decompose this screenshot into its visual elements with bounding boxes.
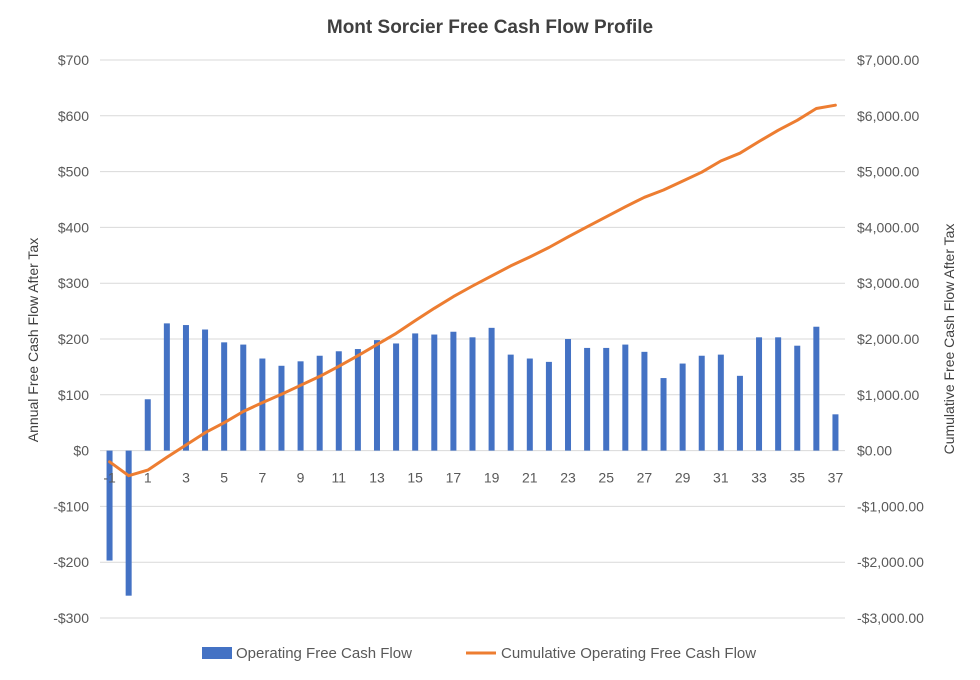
bar-31 xyxy=(717,354,724,451)
bar-4 xyxy=(202,329,209,451)
bar-17 xyxy=(450,331,457,451)
bar-5 xyxy=(221,342,228,451)
x-tick-label: 31 xyxy=(713,470,729,486)
bar-25 xyxy=(603,347,610,451)
legend: Operating Free Cash Flow Cumulative Oper… xyxy=(202,645,756,662)
x-tick-label: 13 xyxy=(369,470,385,486)
bar-15 xyxy=(412,333,419,451)
chart-title: Mont Sorcier Free Cash Flow Profile xyxy=(327,17,653,38)
bar-34 xyxy=(775,337,782,451)
right-tick-label: -$2,000.00 xyxy=(857,554,924,570)
right-tick-label: $1,000.00 xyxy=(857,387,919,403)
bar-8 xyxy=(278,365,285,451)
bar-9 xyxy=(297,361,304,451)
left-tick-label: $200 xyxy=(58,331,89,347)
left-tick-label: -$200 xyxy=(53,554,89,570)
x-axis-ticks: -1 1 3 5 7 9 11 13 15 17 19 21 23 25 27 29 31 33 35 37 xyxy=(103,470,843,486)
x-tick-label: 11 xyxy=(332,470,347,486)
left-axis-title: Annual Free Cash Flow After Tax xyxy=(25,238,41,442)
right-tick-label: $4,000.00 xyxy=(857,219,919,235)
bar-22 xyxy=(545,361,552,451)
right-tick-label: $5,000.00 xyxy=(857,164,919,180)
left-tick-label: $100 xyxy=(58,387,89,403)
right-tick-label: -$3,000.00 xyxy=(857,610,924,626)
x-tick-label: 15 xyxy=(407,470,423,486)
bar-16 xyxy=(431,334,438,451)
x-tick-label: -1 xyxy=(103,470,116,486)
x-tick-label: 7 xyxy=(258,470,266,486)
right-axis-title: Cumulative Free Cash Flow After Tax xyxy=(941,224,957,455)
right-tick-label: $6,000.00 xyxy=(857,108,919,124)
bar-35 xyxy=(794,345,801,451)
legend-bar-label: Operating Free Cash Flow xyxy=(236,645,412,662)
bar-21 xyxy=(526,358,533,451)
bar-23 xyxy=(565,339,572,451)
x-tick-label: 9 xyxy=(297,470,305,486)
left-tick-label: $500 xyxy=(58,164,89,180)
left-axis-ticks: $700 $600 $500 $400 $300 $200 $100 $0 -$100 -$200… xyxy=(53,52,89,626)
left-tick-label: $0 xyxy=(73,443,89,459)
bar-13 xyxy=(373,340,380,451)
bar-3 xyxy=(182,325,189,451)
bar-27 xyxy=(641,351,648,451)
legend-line-label: Cumulative Operating Free Cash Flow xyxy=(501,645,756,662)
bar-19 xyxy=(488,327,495,451)
bar-37 xyxy=(832,414,839,451)
bar-1 xyxy=(144,399,151,451)
bar-26 xyxy=(622,344,629,451)
x-tick-label: 5 xyxy=(220,470,228,486)
bar-33 xyxy=(756,337,763,451)
x-tick-label: 33 xyxy=(751,470,767,486)
bar-7 xyxy=(259,358,266,451)
bar-10 xyxy=(316,355,323,451)
bar-18 xyxy=(469,337,476,451)
x-tick-label: 27 xyxy=(637,470,653,486)
bar-28 xyxy=(660,378,667,451)
left-tick-label: $300 xyxy=(58,275,89,291)
bar-6 xyxy=(240,344,247,451)
left-tick-label: $400 xyxy=(58,219,89,235)
right-tick-label: $2,000.00 xyxy=(857,331,919,347)
bar-0 xyxy=(125,450,132,596)
x-tick-label: 23 xyxy=(560,470,576,486)
bar-32 xyxy=(736,375,743,451)
bar-36 xyxy=(813,326,820,451)
x-tick-label: 3 xyxy=(182,470,190,486)
right-tick-label: $7,000.00 xyxy=(857,52,919,68)
x-tick-label: 35 xyxy=(789,470,805,486)
left-tick-label: -$100 xyxy=(53,498,89,514)
bar-20 xyxy=(507,354,514,451)
left-tick-label: $700 xyxy=(58,52,89,68)
cumulative-line xyxy=(108,103,837,478)
x-tick-label: 37 xyxy=(828,470,844,486)
x-tick-label: 21 xyxy=(522,470,538,486)
x-tick-label: 19 xyxy=(484,470,500,486)
bar-14 xyxy=(393,343,400,451)
left-tick-label: $600 xyxy=(58,108,89,124)
bar-2 xyxy=(163,323,170,451)
right-tick-label: -$1,000.00 xyxy=(857,498,924,514)
gridlines xyxy=(100,59,845,619)
bar-29 xyxy=(679,363,686,451)
x-tick-label: 29 xyxy=(675,470,691,486)
x-tick-label: 1 xyxy=(144,470,152,486)
bar-30 xyxy=(698,355,705,451)
bar-11 xyxy=(335,351,342,451)
right-tick-label: $0.00 xyxy=(857,443,892,459)
line-series xyxy=(108,103,837,478)
x-tick-label: 17 xyxy=(446,470,462,486)
bar--1 xyxy=(106,450,113,561)
x-tick-label: 25 xyxy=(598,470,614,486)
right-axis-ticks: $7,000.00 $6,000.00 $5,000.00 $4,000.00 $3,0… xyxy=(857,52,924,626)
bar-12 xyxy=(354,349,361,451)
left-tick-label: -$300 xyxy=(53,610,89,626)
right-tick-label: $3,000.00 xyxy=(857,275,919,291)
bar-24 xyxy=(584,347,591,451)
bar-series xyxy=(106,323,839,596)
legend-bar-swatch xyxy=(202,647,232,659)
